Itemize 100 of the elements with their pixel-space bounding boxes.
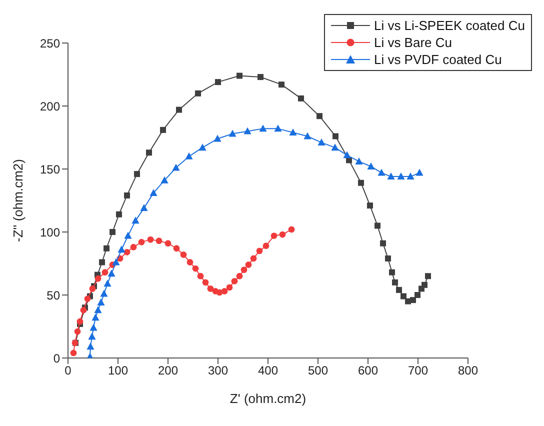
point xyxy=(397,172,405,180)
x-tick-label: 500 xyxy=(308,364,328,378)
point xyxy=(207,286,214,292)
point xyxy=(298,95,304,102)
y-tick-label: 50 xyxy=(46,288,60,302)
x-tick-label: 300 xyxy=(208,364,228,378)
point xyxy=(270,232,278,239)
point xyxy=(288,226,295,233)
point xyxy=(221,288,228,294)
point xyxy=(374,222,380,229)
point xyxy=(416,168,424,176)
point xyxy=(97,298,105,306)
point xyxy=(195,90,201,96)
point xyxy=(164,240,172,247)
point xyxy=(124,248,130,256)
point xyxy=(332,133,338,140)
point xyxy=(70,350,77,356)
point xyxy=(422,282,428,288)
point xyxy=(86,342,94,350)
point xyxy=(278,82,284,88)
point xyxy=(192,265,199,272)
point xyxy=(88,332,96,340)
point xyxy=(380,240,386,246)
point xyxy=(236,272,243,280)
point xyxy=(236,72,242,79)
point xyxy=(240,266,248,273)
legend-label: Li vs PVDF coated Cu xyxy=(374,51,502,68)
point xyxy=(343,151,351,158)
point xyxy=(215,79,221,86)
point xyxy=(173,245,180,252)
point xyxy=(185,152,193,160)
point xyxy=(76,318,84,325)
point xyxy=(304,132,312,140)
point xyxy=(258,74,264,80)
point xyxy=(102,269,108,276)
point xyxy=(318,138,326,146)
point xyxy=(180,251,187,258)
y-tick-label: 150 xyxy=(40,162,60,176)
x-axis-title: Z' (ohm.cm2) xyxy=(230,391,306,406)
point xyxy=(132,216,140,224)
point xyxy=(134,171,140,178)
point xyxy=(140,204,148,212)
point xyxy=(146,150,152,156)
x-tick-label: 800 xyxy=(458,364,478,378)
point xyxy=(104,280,112,287)
point xyxy=(147,236,154,243)
point xyxy=(156,238,162,244)
point xyxy=(186,259,194,266)
point xyxy=(176,106,182,113)
point xyxy=(256,248,263,254)
x-tick-label: 400 xyxy=(258,364,278,378)
point xyxy=(367,162,375,170)
point xyxy=(316,113,322,120)
point xyxy=(160,176,168,184)
point xyxy=(392,279,398,286)
y-tick-label: 200 xyxy=(40,99,60,114)
x-tick-label: 0 xyxy=(64,364,72,378)
point xyxy=(367,202,373,209)
point xyxy=(385,255,391,262)
point xyxy=(100,290,108,297)
point xyxy=(94,306,102,314)
point xyxy=(160,126,166,133)
point xyxy=(84,296,91,302)
point xyxy=(250,255,257,262)
point xyxy=(289,128,297,136)
point xyxy=(74,328,81,335)
legend-label: Li vs Li-SPEEK coated Cu xyxy=(374,17,525,34)
point xyxy=(244,127,252,134)
x-tick-label: 700 xyxy=(408,364,428,378)
point xyxy=(130,244,137,250)
point xyxy=(274,124,282,132)
point xyxy=(389,269,395,276)
point xyxy=(116,211,122,218)
point xyxy=(214,134,222,142)
point xyxy=(124,232,132,239)
x-tick-label: 600 xyxy=(358,364,378,378)
point xyxy=(400,293,406,300)
point xyxy=(124,192,130,198)
point xyxy=(94,275,102,282)
point xyxy=(110,229,116,235)
point xyxy=(425,273,431,280)
x-tick-label: 100 xyxy=(108,364,128,378)
y-tick-label: 0 xyxy=(53,351,60,366)
point xyxy=(406,172,414,180)
point xyxy=(279,231,286,238)
point xyxy=(104,245,110,252)
point xyxy=(90,324,98,331)
point xyxy=(112,258,120,266)
point xyxy=(202,279,209,286)
point xyxy=(378,168,386,176)
point xyxy=(108,270,116,277)
point xyxy=(231,278,238,284)
point xyxy=(396,286,402,293)
point xyxy=(355,157,363,164)
point xyxy=(228,130,236,137)
point xyxy=(259,124,267,132)
point xyxy=(331,144,339,151)
point xyxy=(172,164,180,171)
point xyxy=(92,314,100,321)
legend-label: Li vs Bare Cu xyxy=(374,34,452,51)
